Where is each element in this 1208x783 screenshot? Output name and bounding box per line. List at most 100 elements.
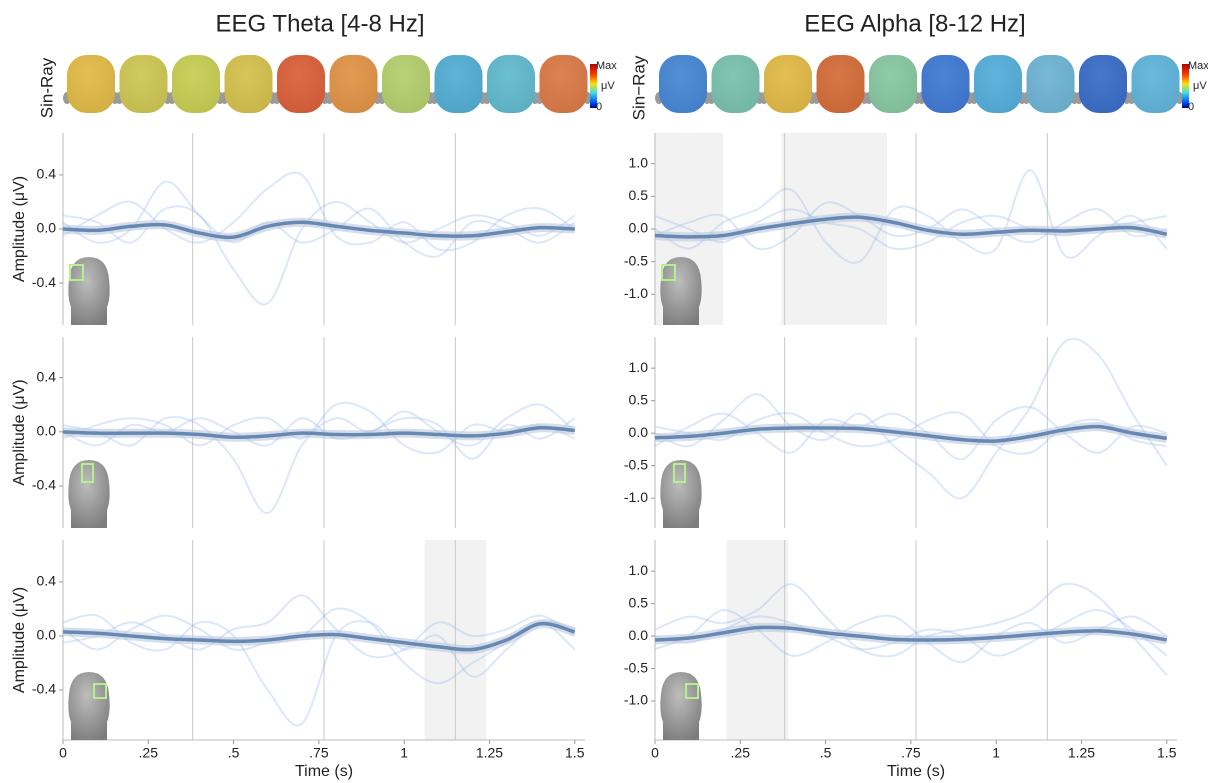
x-tick-label: 1.5	[1157, 745, 1177, 761]
x-tick-label: 1.25	[476, 745, 503, 761]
y-tick-label: -0.5	[624, 456, 648, 472]
topomap	[220, 55, 277, 113]
topomap	[707, 55, 764, 113]
y-tick-label: 1.0	[629, 359, 649, 375]
trial-line	[62, 180, 576, 258]
topomap	[63, 55, 119, 113]
head-icon	[68, 257, 110, 325]
topomap	[865, 55, 921, 113]
y-tick-label: 0.0	[37, 627, 57, 643]
topomap-shade	[329, 55, 378, 113]
y-tick-label: 0.0	[37, 423, 57, 439]
trial-line	[654, 582, 1168, 676]
highlight-window	[726, 540, 789, 740]
topomap-label: Sin−Ray	[629, 55, 648, 120]
trial-line	[62, 401, 576, 455]
head-icon	[660, 672, 702, 740]
x-tick-label: 0	[59, 745, 67, 761]
y-axis-label: Amplitude (μV)	[11, 587, 28, 693]
topomap-shade	[1026, 55, 1075, 113]
topomap-shade	[224, 55, 273, 113]
x-tick-label: 1.25	[1068, 745, 1095, 761]
y-tick-label: -1.0	[624, 285, 648, 301]
topomap	[483, 55, 539, 113]
y-tick-label: 0.5	[629, 594, 649, 610]
colorbar-label: 0	[1188, 101, 1194, 113]
colorbar-label: μV	[601, 80, 615, 92]
y-tick-label: 0.5	[629, 391, 649, 407]
mean-line	[654, 424, 1168, 443]
topomap	[168, 55, 224, 113]
highlight-window	[781, 133, 887, 325]
x-tick-label: .75	[901, 745, 921, 761]
y-tick-label: -0.4	[32, 681, 56, 697]
x-tick-label: .75	[309, 745, 329, 761]
y-tick-label: -1.0	[624, 489, 648, 505]
panel-title: EEG Theta [4-8 Hz]	[216, 10, 425, 37]
trial-line	[654, 169, 1168, 264]
y-tick-label: -0.4	[32, 477, 56, 493]
colorbar	[590, 64, 597, 108]
topomap-shade	[974, 55, 1022, 113]
topomap-shade	[764, 55, 812, 113]
head-icon	[68, 672, 110, 740]
x-axis-label: Time (s)	[887, 763, 945, 780]
y-axis-label: Amplitude (μV)	[11, 176, 28, 282]
trial-line	[654, 405, 1168, 461]
topomap	[273, 55, 329, 113]
colorbar-label: 0	[596, 101, 602, 113]
y-tick-label: 0.4	[37, 573, 57, 589]
x-tick-label: .5	[228, 745, 240, 761]
region-marker	[69, 264, 84, 281]
y-tick-label: 0.0	[629, 424, 649, 440]
head-icon	[68, 460, 110, 528]
trial-line	[62, 416, 576, 460]
y-tick-label: 0.4	[37, 166, 57, 182]
topomap	[1022, 55, 1079, 113]
y-tick-label: -0.5	[624, 659, 648, 675]
x-tick-label: .25	[139, 745, 159, 761]
topomap-shade	[382, 55, 430, 113]
head-icon	[660, 257, 702, 325]
x-axis-label: Time (s)	[295, 763, 353, 780]
colorbar-label: Max	[1188, 60, 1208, 72]
topomap-shade	[659, 55, 707, 113]
y-tick-label: 0.0	[37, 220, 57, 236]
topomap-shade	[67, 55, 115, 113]
y-tick-label: -0.4	[32, 274, 56, 290]
colorbar-label: Max	[596, 60, 617, 72]
y-tick-label: -0.5	[624, 252, 648, 268]
x-tick-label: .25	[731, 745, 751, 761]
topomap-shade	[1131, 55, 1180, 113]
region-marker	[661, 264, 676, 281]
topomap-shade	[869, 55, 917, 113]
y-tick-label: 1.0	[629, 562, 649, 578]
region-marker	[93, 683, 107, 699]
trial-line	[62, 607, 576, 685]
topomap	[655, 55, 711, 113]
trial-line	[654, 337, 1168, 500]
topomap	[812, 55, 869, 113]
topomap-label: Sin-Ray	[37, 57, 56, 118]
topomap-shade	[711, 55, 760, 113]
topomap-shade	[487, 55, 535, 113]
x-tick-label: 1	[992, 745, 1000, 761]
x-tick-label: 1.5	[565, 745, 585, 761]
topomap	[917, 55, 974, 113]
topomap	[115, 55, 172, 113]
colorbar	[1182, 64, 1189, 108]
panel-title: EEG Alpha [8-12 Hz]	[804, 10, 1025, 37]
topomap-shade	[434, 55, 483, 113]
x-tick-label: 0	[651, 745, 659, 761]
region-marker	[673, 463, 686, 483]
topomap-shade	[816, 55, 865, 113]
y-tick-label: 0.0	[629, 220, 649, 236]
topomap-shade	[921, 55, 970, 113]
topomap	[1127, 55, 1184, 113]
topomap-shade	[277, 55, 325, 113]
topomap	[430, 55, 487, 113]
y-tick-label: -1.0	[624, 692, 648, 708]
trial-line	[62, 613, 576, 727]
x-tick-label: 1	[400, 745, 408, 761]
